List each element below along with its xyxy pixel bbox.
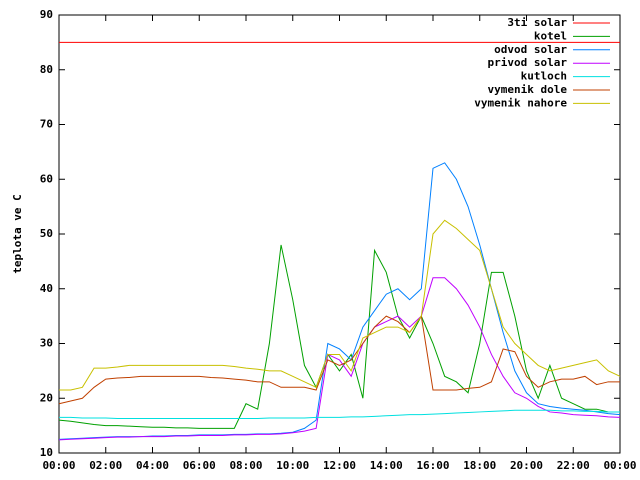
series-line — [58, 277, 621, 441]
y-tick-label: 80 — [40, 63, 53, 76]
x-tick-label: 18:00 — [463, 459, 496, 472]
x-tick-label: 06:00 — [183, 459, 216, 472]
y-tick-label: 40 — [40, 282, 53, 295]
x-tick-label: 22:00 — [557, 459, 590, 472]
legend-label: kutloch — [521, 70, 567, 83]
y-tick-label: 10 — [40, 446, 53, 459]
y-tick-label: 20 — [40, 391, 53, 404]
y-axis-label: teplota ve C — [11, 194, 24, 273]
y-tick-label: 90 — [40, 8, 53, 21]
series-line — [58, 162, 621, 440]
x-tick-label: 04:00 — [136, 459, 169, 472]
x-tick-label: 00:00 — [42, 459, 75, 472]
series-line — [58, 314, 620, 405]
x-tick-label: 10:00 — [276, 459, 309, 472]
x-tick-label: 14:00 — [370, 459, 403, 472]
series-line — [59, 219, 621, 391]
x-tick-label: 12:00 — [323, 459, 356, 472]
legend-label: privod solar — [488, 56, 568, 69]
legend-label: kotel — [534, 29, 567, 42]
y-tick-label: 30 — [40, 337, 53, 350]
series-line — [58, 244, 620, 429]
legend-label: vymenik nahore — [474, 96, 567, 109]
legend-label: vymenik dole — [488, 83, 568, 96]
x-tick-label: 16:00 — [416, 459, 449, 472]
x-tick-label: 00:00 — [603, 459, 636, 472]
legend-label: odvod solar — [494, 43, 567, 56]
legend-label: 3ti solar — [507, 16, 567, 29]
x-tick-label: 08:00 — [229, 459, 262, 472]
series-line — [59, 409, 620, 420]
y-tick-label: 60 — [40, 172, 53, 185]
y-tick-label: 70 — [40, 118, 53, 131]
x-tick-label: 02:00 — [89, 459, 122, 472]
x-tick-label: 20:00 — [510, 459, 543, 472]
y-tick-label: 50 — [40, 227, 53, 240]
